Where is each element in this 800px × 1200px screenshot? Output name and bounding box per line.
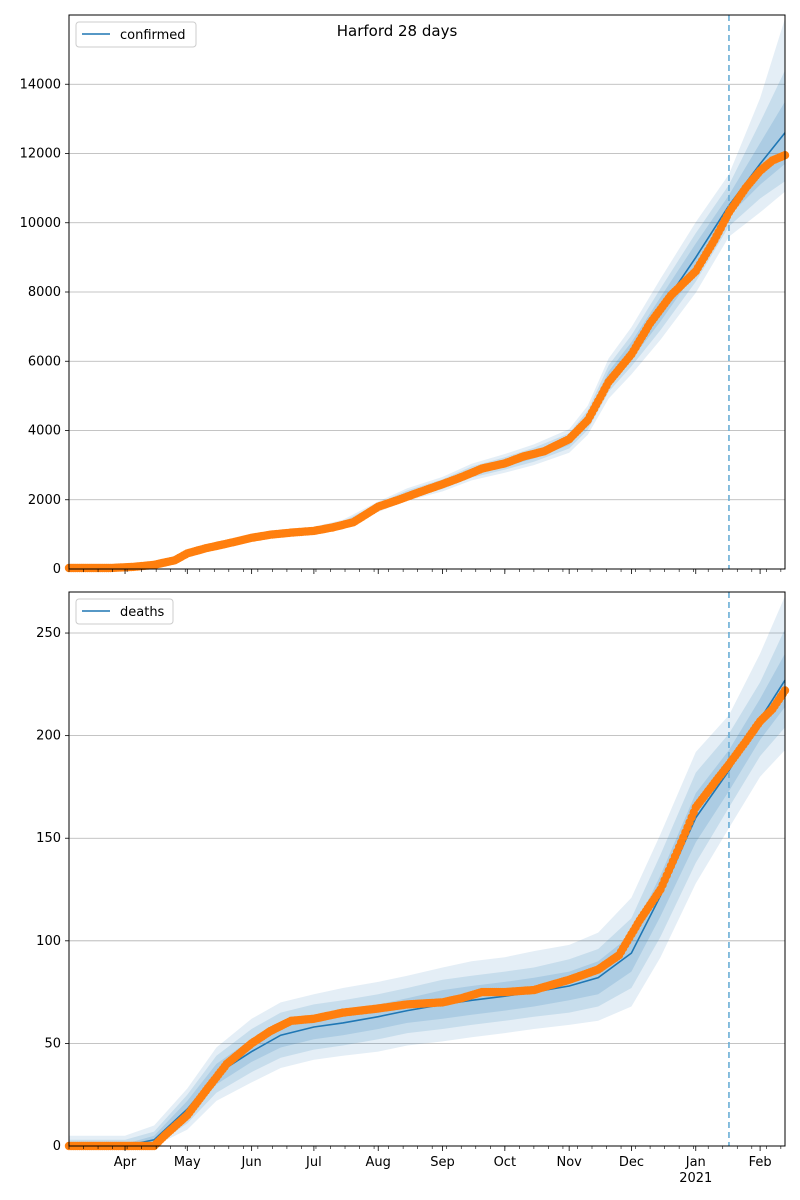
x-tick-label: Jun [240,1155,261,1170]
y-tick-label: 0 [53,1139,61,1154]
axes-frame [68,14,786,570]
y-tick-label: 150 [36,831,61,846]
y-tick-label: 200 [36,729,61,744]
confirmed-panel: 0 2000 4000 6000 8000 10000 12000 14000 confirme… [20,14,790,577]
y-tick-label: 0 [53,562,61,577]
y-tick-label: 250 [36,626,61,641]
outer-band [69,596,785,1146]
y-tick-label: 10000 [20,216,61,231]
x-year-label: 2021 [679,1171,712,1186]
legend-box [75,598,174,625]
y-tick-label: 8000 [28,285,61,300]
legend: deaths [75,598,174,625]
x-tick-label: Jan [685,1155,706,1170]
x-tick-label: Jul [305,1155,322,1170]
x-tick-label: Apr [114,1155,137,1170]
y-tick-label: 4000 [28,424,61,439]
x-tick-label: May [174,1155,201,1170]
deaths-panel: 0 50 100 150 200 250 Apr May Jun Jul Aug Sep Oct Nov D… [36,591,790,1186]
y-tick-label: 6000 [28,354,61,369]
middle-band [69,628,785,1146]
middle-band [69,70,785,568]
x-tick-label: Nov [556,1155,582,1170]
legend-label: confirmed [120,28,186,43]
y-tick-label: 100 [36,934,61,949]
x-tick-label: Aug [366,1155,391,1170]
model-line [68,132,786,569]
axes-frame [68,591,786,1147]
legend-label: deaths [120,605,165,620]
x-tick-label: Oct [494,1155,516,1170]
x-tick-label: Feb [749,1155,772,1170]
y-tick-label: 50 [44,1036,61,1051]
y-tick-label: 14000 [20,77,61,92]
y-tick-label: 12000 [20,147,61,162]
chart-title: Harford 28 days [337,22,458,40]
legend: confirmed [75,21,197,48]
inner-band [69,101,785,568]
y-tick-label: 2000 [28,493,61,508]
x-tick-label: Sep [430,1155,455,1170]
x-tick-label: Dec [619,1155,644,1170]
legend-box [75,21,197,48]
